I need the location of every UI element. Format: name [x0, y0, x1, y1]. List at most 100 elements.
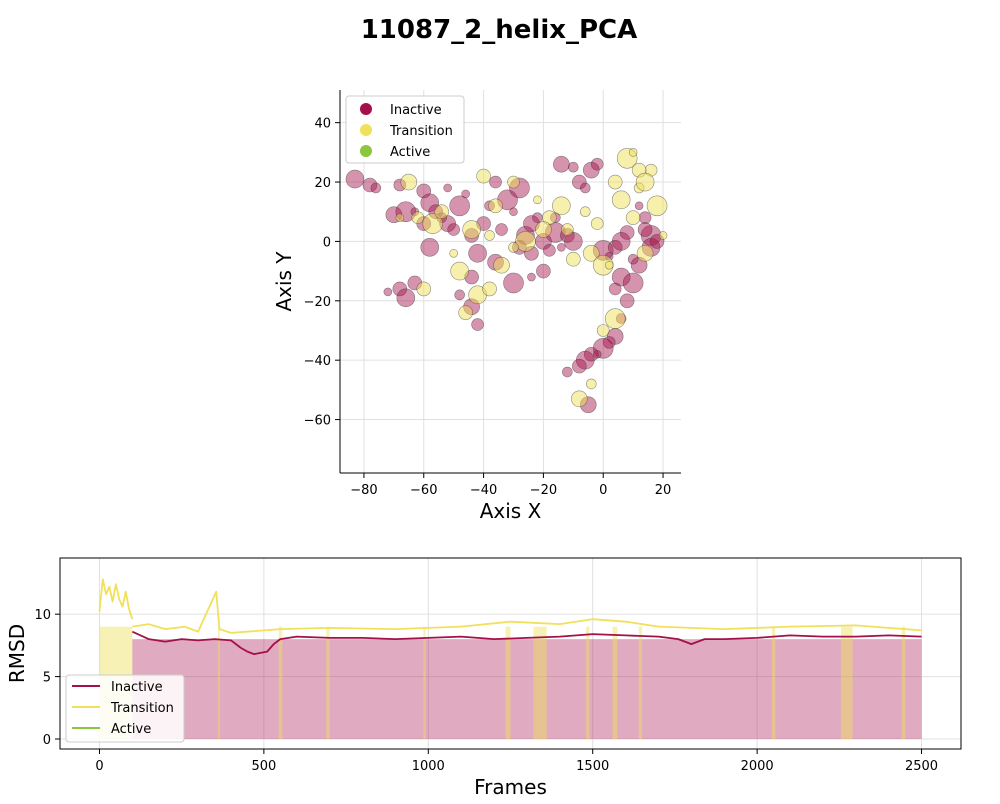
scatter-point — [604, 260, 614, 270]
scatter-legend-marker — [360, 103, 372, 115]
scatter-x-tick-label: −80 — [350, 483, 377, 498]
scatter-point — [462, 220, 481, 239]
scatter-point — [493, 256, 510, 274]
scatter-point — [396, 288, 416, 308]
scatter-legend: Inactive Transition Active — [345, 95, 465, 164]
rmsd-state-band — [901, 626, 906, 740]
scatter-point — [471, 318, 484, 331]
rmsd-state-band — [326, 626, 330, 740]
scatter-point — [566, 251, 581, 267]
scatter-y-axis-label: Axis Y — [272, 251, 296, 312]
scatter-point — [495, 223, 508, 236]
scatter-point — [503, 272, 524, 294]
scatter-point — [611, 232, 631, 251]
scatter-y-tick-label: −60 — [304, 414, 331, 429]
scatter-legend-label: Active — [390, 145, 430, 160]
scatter-point — [395, 213, 405, 222]
rmsd-state-band — [586, 626, 590, 740]
scatter-point — [602, 336, 616, 349]
rmsd-legend: Inactive Transition Active — [65, 674, 185, 743]
scatter-point — [619, 225, 635, 240]
scatter-point — [590, 157, 604, 171]
rmsd-y-tick-label: 0 — [43, 733, 51, 748]
scatter-point — [604, 308, 626, 329]
scatter-point — [411, 211, 425, 224]
scatter-point — [383, 287, 393, 297]
scatter-point — [622, 272, 644, 294]
rmsd-legend-label: Active — [111, 722, 151, 737]
scatter-legend-box — [345, 95, 465, 164]
scatter-point — [596, 324, 610, 337]
scatter-point — [607, 240, 623, 255]
rmsd-plot-frame — [59, 557, 962, 750]
scatter-point — [370, 182, 382, 194]
scatter-point — [458, 305, 473, 320]
scatter-plot: −80 −60 −40 −20 0 20 40 20 0 −20 −40 −60 Axis X Axis … — [272, 90, 681, 523]
rmsd-state-band — [533, 626, 547, 740]
rmsd-state-band — [638, 626, 643, 740]
rmsd-state-band — [217, 626, 220, 740]
scatter-point — [447, 223, 460, 236]
scatter-point — [579, 206, 591, 218]
scatter-point — [509, 207, 518, 217]
scatter-point — [590, 217, 604, 230]
scatter-point — [634, 201, 644, 211]
scatter-x-tick-label: −60 — [410, 483, 437, 498]
scatter-x-tick-label: 0 — [599, 483, 607, 498]
scatter-point — [400, 173, 418, 191]
scatter-point — [468, 243, 487, 263]
scatter-x-tick-label: −20 — [530, 483, 557, 498]
rmsd-legend-label: Inactive — [111, 680, 163, 695]
rmsd-state-band — [612, 626, 618, 740]
rmsd-state-band — [278, 626, 283, 740]
scatter-point — [557, 243, 566, 252]
scatter-point — [527, 272, 536, 282]
rmsd-state-band — [423, 626, 426, 740]
rmsd-legend-label: Transition — [110, 701, 174, 716]
scatter-point — [585, 378, 597, 390]
scatter-point — [608, 282, 622, 296]
scatter-point — [611, 190, 631, 210]
scatter-y-tick-label: −20 — [304, 295, 331, 310]
rmsd-state-band — [771, 626, 776, 740]
scatter-point — [482, 281, 497, 297]
scatter-point — [449, 248, 458, 258]
rmsd-state-band — [505, 626, 511, 740]
scatter-legend-marker — [360, 124, 372, 136]
rmsd-y-axis-label: RMSD — [5, 624, 29, 683]
scatter-legend-label: Transition — [389, 124, 453, 139]
scatter-point — [627, 253, 639, 265]
rmsd-x-axis-label: Frames — [474, 775, 547, 799]
scatter-point — [611, 267, 631, 287]
scatter-legend-marker — [360, 145, 372, 157]
scatter-point — [582, 244, 600, 262]
rmsd-state-band — [132, 639, 922, 740]
scatter-point — [476, 168, 491, 184]
rmsd-x-tick-label: 500 — [251, 759, 276, 774]
scatter-x-axis-label: Axis X — [480, 499, 542, 523]
scatter-point — [619, 293, 635, 309]
scatter-point — [570, 390, 588, 408]
scatter-point — [636, 244, 654, 262]
scatter-y-tick-label: 40 — [314, 117, 331, 132]
scatter-point — [508, 242, 519, 253]
scatter-point — [562, 366, 573, 378]
scatter-point — [625, 210, 641, 225]
scatter-point — [461, 189, 470, 199]
scatter-point — [489, 175, 502, 189]
scatter-point — [450, 261, 469, 281]
scatter-point — [443, 183, 452, 193]
scatter-point — [533, 195, 542, 205]
scatter-point — [571, 358, 587, 374]
scatter-point — [635, 172, 655, 192]
rmsd-x-tick-label: 2000 — [741, 759, 774, 774]
rmsd-plot: 0 500 1000 1500 2000 2500 10 5 0 Frames RMSD Inacti… — [5, 557, 962, 799]
scatter-point — [484, 230, 495, 241]
scatter-point — [507, 175, 520, 189]
scatter-y-tick-label: 20 — [314, 176, 331, 191]
scatter-point — [638, 211, 652, 224]
scatter-point — [420, 238, 440, 257]
rmsd-y-tick-label: 5 — [43, 671, 51, 686]
rmsd-series-line — [131, 630, 922, 656]
